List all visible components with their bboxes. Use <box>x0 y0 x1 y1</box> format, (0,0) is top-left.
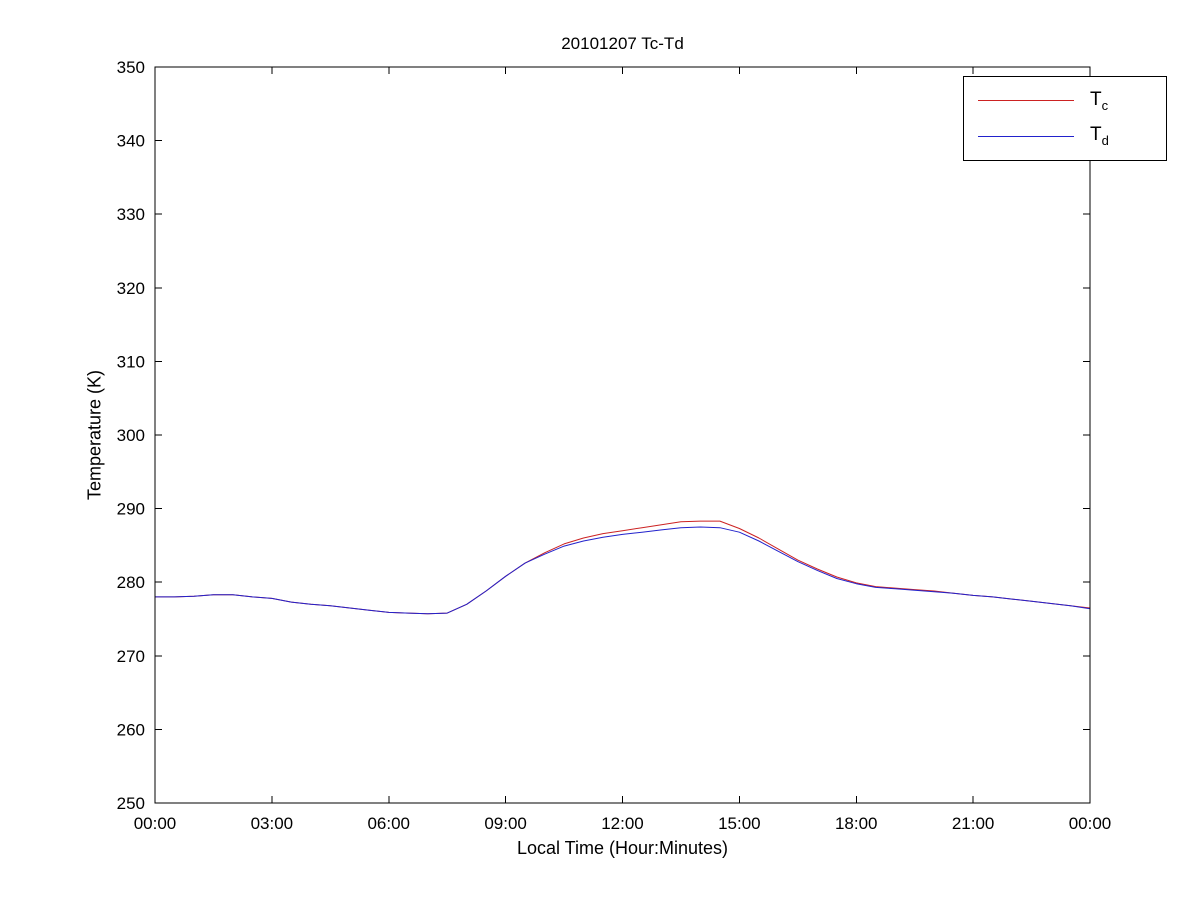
legend-item-tc: Tc <box>964 90 1166 112</box>
x-axis-label: Local Time (Hour:Minutes) <box>516 838 729 858</box>
y-tick-label: 250 <box>117 794 145 813</box>
y-axis-label: Temperature (K) <box>84 369 105 501</box>
y-tick-label: 280 <box>117 573 145 592</box>
y-tick-label: 320 <box>117 279 145 298</box>
legend-line-tc <box>978 100 1074 102</box>
legend-label-td: Td <box>1090 124 1109 149</box>
series-line-td <box>155 526 1091 615</box>
y-tick-label: 270 <box>117 647 145 666</box>
legend-label-tc: Tc <box>1090 88 1109 113</box>
y-tick-label: 330 <box>117 205 145 224</box>
legend-box: Tc Td <box>963 76 1167 161</box>
x-tick-label: 00:00 <box>1069 814 1112 833</box>
y-tick-label: 300 <box>117 426 145 445</box>
x-tick-label: 03:00 <box>251 814 294 833</box>
y-tick-label: 310 <box>117 352 145 371</box>
series-line-tc <box>155 520 1091 615</box>
chart-title: 20101207 Tc-Td <box>561 34 684 53</box>
x-tick-label: 00:00 <box>134 814 177 833</box>
x-tick-label: 15:00 <box>718 814 761 833</box>
x-tick-label: 06:00 <box>367 814 410 833</box>
axes-box <box>154 66 1091 804</box>
y-tick-label: 350 <box>117 58 145 77</box>
legend-item-td: Td <box>964 125 1166 147</box>
y-tick-label: 290 <box>117 500 145 519</box>
y-tick-label: 260 <box>117 720 145 739</box>
x-tick-label: 21:00 <box>952 814 995 833</box>
x-tick-label: 18:00 <box>835 814 878 833</box>
x-tick-label: 12:00 <box>601 814 644 833</box>
legend-line-td <box>978 135 1074 137</box>
y-tick-label: 340 <box>117 132 145 151</box>
x-tick-label: 09:00 <box>484 814 527 833</box>
